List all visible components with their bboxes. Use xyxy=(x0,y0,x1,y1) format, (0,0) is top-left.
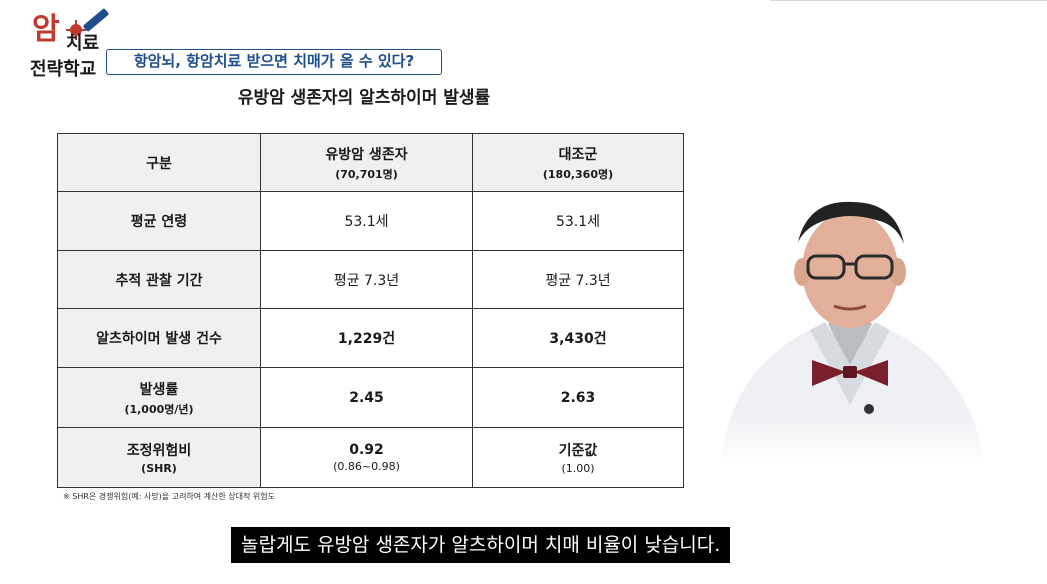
table-row: 평균 연령 53.1세 53.1세 xyxy=(57,191,684,251)
cell-survivors: 2.45 xyxy=(260,367,473,428)
logo-syllable: 암 xyxy=(32,12,60,47)
topic-banner: 항암뇌, 항암치료 받으면 치매가 올 수 있다? xyxy=(106,49,442,75)
cell-survivors: 1,229건 xyxy=(260,308,473,368)
virus-icon xyxy=(66,20,86,40)
cell-value: 2.63 xyxy=(560,389,596,406)
row-label: 알츠하이머 발생 건수 xyxy=(57,308,261,368)
video-subtitle: 놀랍게도 유방암 생존자가 알츠하이머 치매 비율이 낮습니다. xyxy=(231,527,731,563)
row-label-text: 발생률 xyxy=(139,381,179,398)
cell-value: 평균 7.3년 xyxy=(333,272,400,289)
row-label: 평균 연령 xyxy=(57,191,261,251)
table-header-row: 구분 유방암 생존자 (70,701명) 대조군 (180,360명) xyxy=(57,133,684,192)
slide-title: 유방암 생존자의 알츠하이머 발생률 xyxy=(237,88,491,108)
header-control: 대조군 (180,360명) xyxy=(472,133,684,192)
footnote: ※ SHR은 경쟁위험(예: 사망)을 고려하여 계산한 상대적 위험도 xyxy=(63,492,276,501)
header-label: 대조군 xyxy=(558,146,598,163)
header-category: 구분 xyxy=(57,133,261,192)
cell-control: 3,430건 xyxy=(472,308,684,368)
header-sub: (180,360명) xyxy=(542,167,614,181)
cell-sub: (0.86~0.98) xyxy=(333,460,400,473)
cell-value: 1,229건 xyxy=(337,331,396,347)
syringe-icon xyxy=(82,7,110,33)
row-label-text: 추적 관찰 기간 xyxy=(115,272,203,289)
header-label: 유방암 생존자 xyxy=(325,146,408,163)
table-row: 추적 관찰 기간 평균 7.3년 평균 7.3년 xyxy=(57,250,684,309)
row-label: 조정위험비 (SHR) xyxy=(57,427,261,488)
comparison-table: 구분 유방암 생존자 (70,701명) 대조군 (180,360명) 평균 연… xyxy=(57,133,684,488)
cell-value: 0.92 xyxy=(349,442,384,458)
header-survivors: 유방암 생존자 (70,701명) xyxy=(260,133,473,192)
row-label: 추적 관찰 기간 xyxy=(57,250,261,309)
row-label-sub: (1,000명/년) xyxy=(124,402,194,416)
cell-value: 기준값 xyxy=(558,443,598,459)
cell-survivors: 53.1세 xyxy=(260,191,473,251)
channel-logo: 암 치료 전략학교 xyxy=(30,7,110,90)
cell-control: 기준값 (1.00) xyxy=(472,427,684,488)
logo-text-line2: 전략학교 xyxy=(30,59,97,80)
table-row: 알츠하이머 발생 건수 1,229건 3,430건 xyxy=(57,308,684,368)
header-sub: (70,701명) xyxy=(335,167,398,181)
cell-control: 53.1세 xyxy=(472,191,684,251)
cell-survivors: 평균 7.3년 xyxy=(260,250,473,309)
row-label-text: 평균 연령 xyxy=(130,214,188,230)
cell-sub: (1.00) xyxy=(561,462,595,475)
cell-survivors: 0.92 (0.86~0.98) xyxy=(260,427,473,488)
table-row: 발생률 (1,000명/년) 2.45 2.63 xyxy=(57,367,684,428)
cell-value: 53.1세 xyxy=(344,214,389,230)
row-label-text: 조정위험비 xyxy=(126,443,192,459)
row-label: 발생률 (1,000명/년) xyxy=(57,367,261,428)
top-divider xyxy=(770,0,1047,1)
cell-control: 평균 7.3년 xyxy=(472,250,684,309)
header-label: 구분 xyxy=(146,155,172,172)
cell-control: 2.63 xyxy=(472,367,684,428)
cell-value: 2.45 xyxy=(349,389,384,406)
table-row: 조정위험비 (SHR) 0.92 (0.86~0.98) 기준값 (1.00) xyxy=(57,427,684,488)
cell-value: 53.1세 xyxy=(555,214,601,230)
cell-value: 평균 7.3년 xyxy=(545,272,611,289)
cell-value: 3,430건 xyxy=(549,331,607,347)
row-label-sub: (SHR) xyxy=(141,462,177,475)
presenter-figure xyxy=(700,201,1000,465)
logo-text-line1: 치료 xyxy=(66,33,100,54)
row-label-text: 알츠하이머 발생 건수 xyxy=(96,331,222,347)
